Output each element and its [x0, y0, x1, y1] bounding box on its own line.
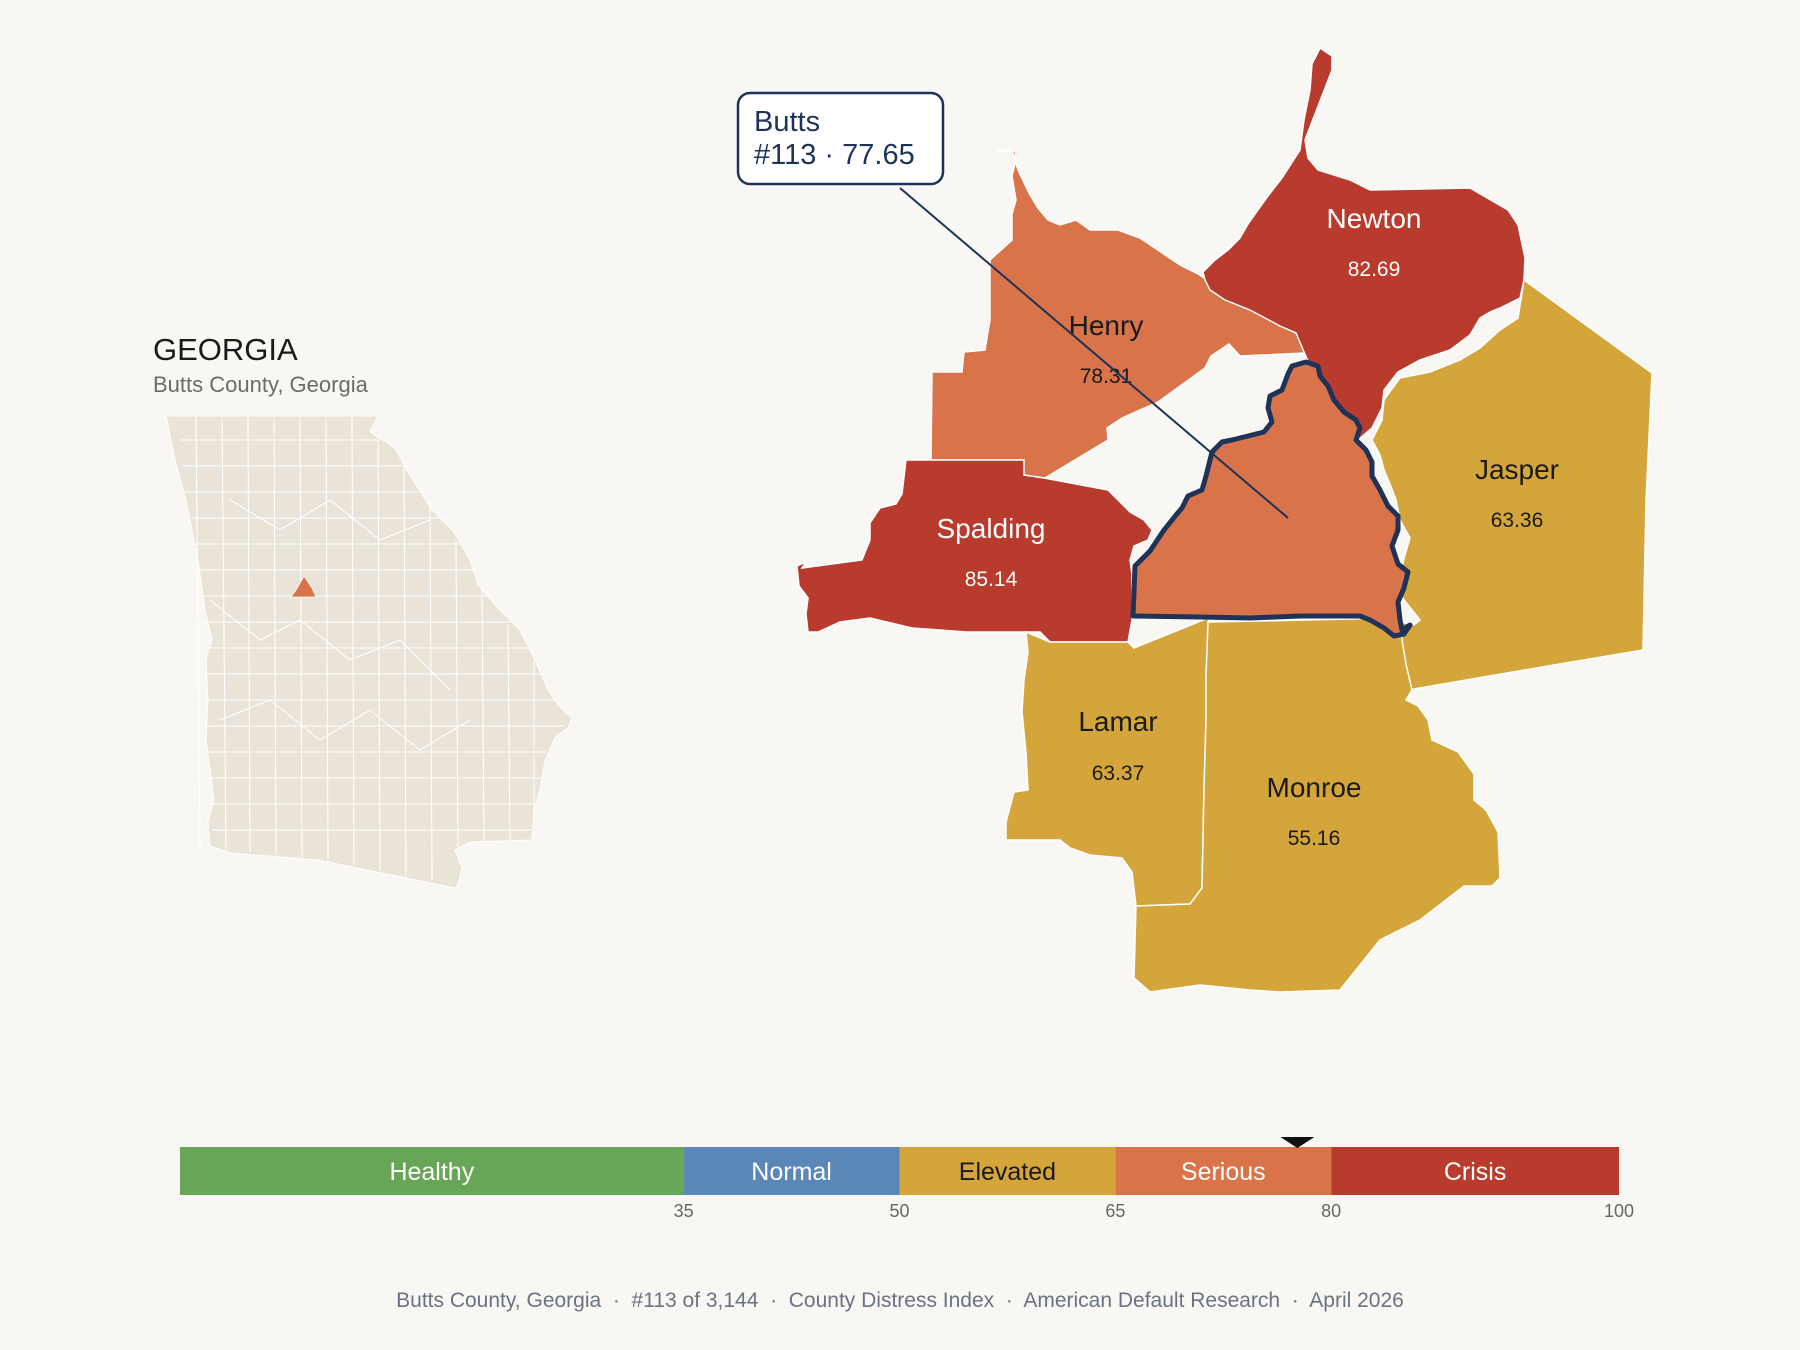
inset-state-title: GEORGIA: [153, 332, 298, 367]
scale-label-serious: Serious: [1181, 1158, 1266, 1186]
scale-band-healthy: [180, 1147, 684, 1195]
scale-tick: 80: [1321, 1201, 1341, 1221]
inset-butts-highlight: [290, 575, 317, 598]
newton-name: Newton: [1327, 203, 1422, 234]
spalding-name: Spalding: [937, 513, 1046, 544]
county-henry[interactable]: [930, 149, 1306, 479]
scale-tick: 65: [1105, 1201, 1125, 1221]
scale-marker: [1280, 1137, 1315, 1148]
scale-label-elevated: Elevated: [959, 1158, 1056, 1186]
inset-subtitle: Butts County, Georgia: [153, 372, 369, 397]
county-butts[interactable]: [1130, 359, 1413, 639]
scale-tick: 35: [674, 1201, 694, 1221]
scale-label-crisis: Crisis: [1444, 1158, 1507, 1186]
scale-label-healthy: Healthy: [389, 1158, 474, 1186]
lamar-name: Lamar: [1078, 706, 1157, 737]
footer-credit: Butts County, Georgia · #113 of 3,144 · …: [396, 1289, 1404, 1312]
scale-band-normal: [683, 1147, 900, 1195]
callout-name: Butts: [754, 106, 820, 138]
scale-tick: 100: [1604, 1201, 1634, 1221]
regional-map: [796, 46, 1653, 993]
callout-detail: #113 · 77.65: [754, 139, 915, 171]
callout-box: [736, 91, 945, 186]
scale-band-serious: [1115, 1147, 1332, 1195]
spalding-value: 85.14: [965, 568, 1018, 591]
jasper-name: Jasper: [1475, 454, 1559, 485]
scale-tick: 50: [889, 1201, 909, 1221]
scale-label-normal: Normal: [751, 1158, 832, 1186]
distress-scale: Healthy Normal Elevated Serious Crisis: [180, 1147, 1619, 1195]
scale-ticks: 35 50 65 80 100: [674, 1201, 1634, 1221]
newton-value: 82.69: [1348, 258, 1401, 281]
county-monroe[interactable]: [1133, 617, 1501, 993]
georgia-county-lines: [180, 415, 565, 881]
monroe-name: Monroe: [1267, 772, 1362, 803]
scale-band-elevated: [899, 1147, 1116, 1195]
county-spalding[interactable]: [796, 459, 1153, 643]
henry-name: Henry: [1069, 310, 1144, 341]
jasper-value: 63.36: [1491, 509, 1544, 532]
county-lamar[interactable]: [1005, 616, 1211, 907]
scale-band-crisis: [1331, 1147, 1619, 1195]
county-labels: Henry 78.31 Newton 82.69 Jasper 63.36 Sp…: [937, 203, 1560, 850]
georgia-inset-map: [165, 415, 573, 889]
callout-leader-line: [899, 187, 1289, 519]
lamar-value: 63.37: [1092, 762, 1145, 785]
monroe-value: 55.16: [1288, 827, 1341, 850]
henry-value: 78.31: [1080, 365, 1133, 388]
